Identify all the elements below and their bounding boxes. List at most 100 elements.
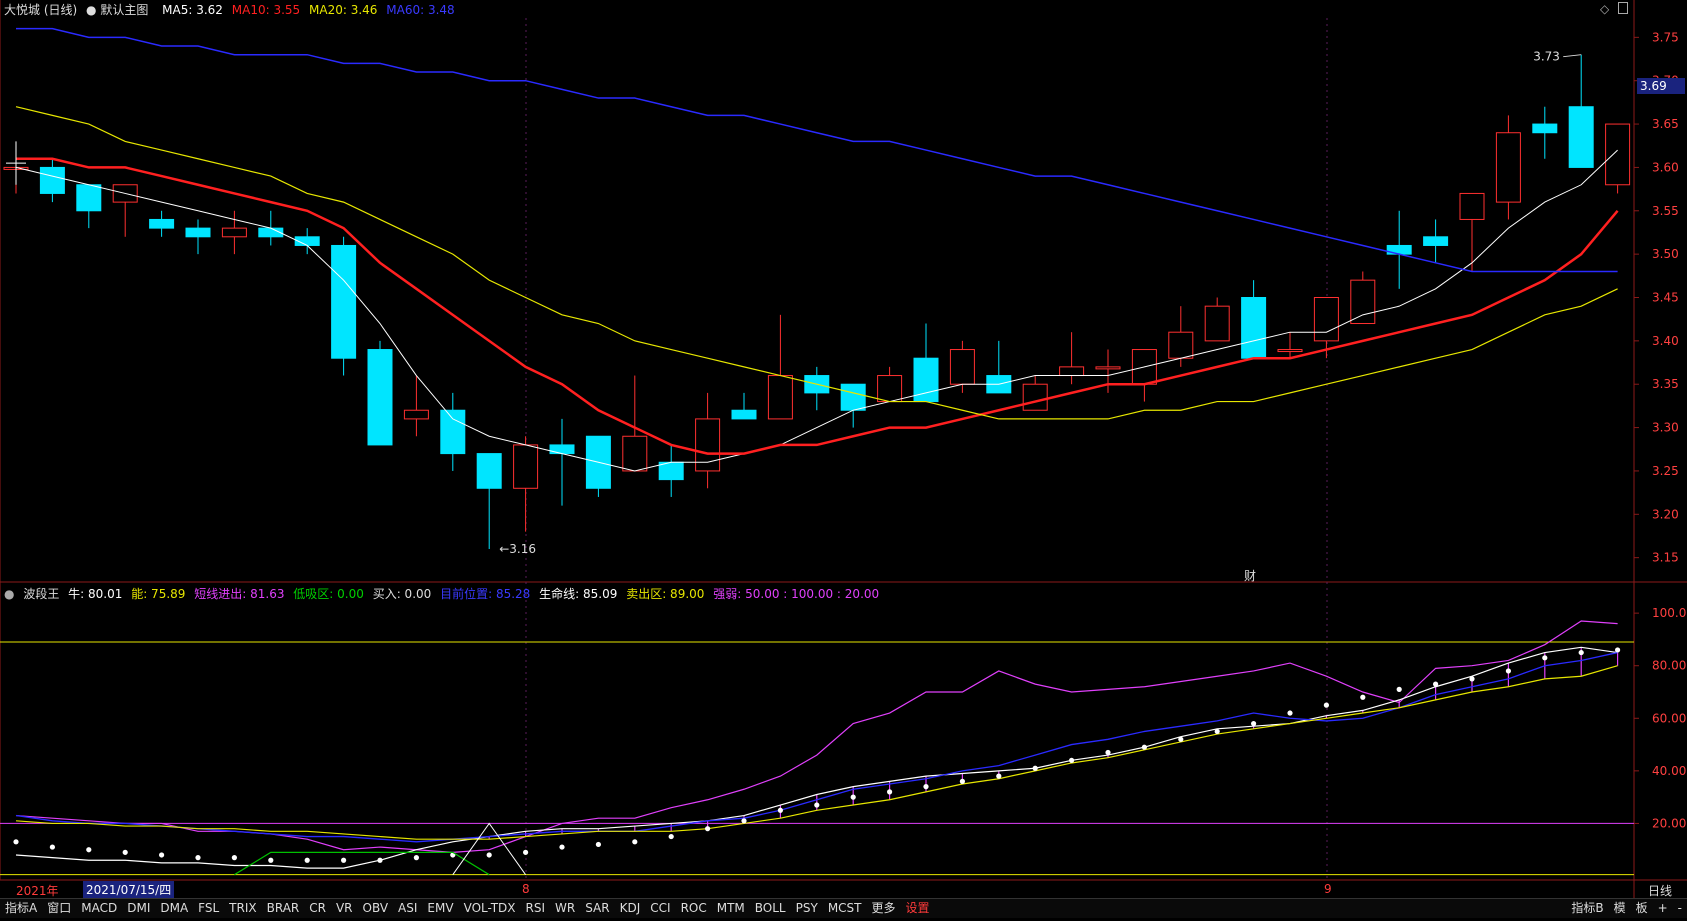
period-label[interactable]: 日线 (1648, 884, 1673, 898)
niu-label: 牛: 80.01 (68, 587, 123, 601)
ma-line-ma20 (15, 106, 1618, 420)
energy-dot-10 (377, 857, 383, 863)
ma60-label: MA60: 3.48 (386, 3, 455, 17)
toolbar-item-6[interactable]: TRIX (229, 901, 257, 915)
price-tick-label-12: 3.15 (1652, 551, 1679, 565)
toolbar-item-15[interactable]: WR (555, 901, 576, 915)
short-line-label: 短线进出: 81.63 (194, 587, 285, 601)
energy-dot-27 (996, 773, 1002, 779)
toolbar-item-20[interactable]: MTM (716, 901, 745, 915)
buy-in-label: 买入: 0.00 (372, 587, 432, 601)
toolbar-item-13[interactable]: VOL-TDX (463, 901, 516, 915)
toolbar-item-18[interactable]: CCI (650, 901, 671, 915)
toolbar-right-item-3[interactable]: + (1657, 901, 1668, 915)
price-tick-label-5: 3.50 (1652, 247, 1679, 261)
energy-dot-14 (523, 849, 529, 855)
toolbar-item-12[interactable]: EMV (427, 901, 454, 915)
sub-tick-label-3: 40.00 (1652, 764, 1686, 778)
toolbar-item-9[interactable]: VR (335, 901, 353, 915)
energy-dot-21 (777, 807, 784, 813)
high-annotation: 3.73 (1533, 50, 1560, 64)
toolbar-item-21[interactable]: BOLL (754, 901, 786, 915)
sub-tick-label-2: 60.00 (1652, 711, 1686, 725)
toolbar-item-25[interactable]: 设置 (905, 901, 930, 915)
expand-icon[interactable]: ◇ (1600, 2, 1610, 16)
toolbar-item-24[interactable]: 更多 (871, 901, 896, 915)
toolbar-item-4[interactable]: DMA (160, 901, 189, 915)
energy-dot-34 (1251, 720, 1257, 727)
indicator-toolbar: 指标A 窗口 MACD DMI DMA FSL TRIX BRAR CR VR OBV ASI EMV V… (0, 898, 1687, 918)
energy-dot-42 (1542, 655, 1548, 661)
candle-body-36 (1313, 297, 1339, 342)
toolbar-item-10[interactable]: OBV (362, 901, 389, 915)
indicator-title[interactable]: 波段王 (23, 587, 60, 601)
energy-dot-17 (632, 839, 638, 845)
toolbar-right-item-4[interactable]: - (1677, 901, 1682, 915)
sub-tick-label-1: 80.00 (1652, 659, 1686, 673)
candle-body-4 (149, 218, 175, 229)
energy-dot-9 (341, 857, 347, 863)
toolbar-item-2[interactable]: MACD (81, 901, 118, 915)
candle-body-19 (695, 418, 721, 472)
date-bar: 2021年 2021/07/15/四 8 9 (0, 881, 1634, 898)
toolbar-item-17[interactable]: KDJ (619, 901, 641, 915)
candle-body-18 (658, 461, 684, 481)
toolbar-right-item-2[interactable]: 板 (1635, 901, 1648, 915)
toolbar-right-item-1[interactable]: 模 (1613, 901, 1626, 915)
toolbar-item-23[interactable]: MCST (827, 901, 862, 915)
energy-dot-6 (231, 855, 237, 861)
low-zone-label: 低吸区: 0.00 (293, 587, 364, 601)
candle-body-13 (476, 453, 502, 489)
sub-tick-label-0: 100.0 (1652, 606, 1686, 620)
candle-body-17 (622, 435, 648, 472)
toolbar-item-19[interactable]: ROC (680, 901, 707, 915)
toolbar-item-22[interactable]: PSY (795, 901, 818, 915)
price-tick-label-8: 3.35 (1652, 377, 1679, 391)
candle-body-23 (840, 383, 866, 411)
close-panel-icon[interactable] (1618, 2, 1628, 14)
toolbar-right-item-0[interactable]: 指标B (1571, 901, 1604, 915)
toolbar-item-7[interactable]: BRAR (266, 901, 300, 915)
candle-body-29 (1059, 366, 1085, 377)
energy-dot-0 (13, 839, 19, 845)
energy-dot-37 (1360, 694, 1366, 700)
energy-dot-32 (1178, 736, 1184, 742)
stock-title[interactable]: 大悦城 (日线) (4, 3, 78, 17)
energy-dot-35 (1287, 710, 1293, 716)
sub-legend: ● 波段王 牛: 80.01 能: 75.89 短线进出: 81.63 低吸区:… (4, 585, 884, 601)
candle-body-9 (331, 244, 357, 359)
energy-dot-25 (923, 784, 929, 790)
candle-body-35 (1277, 349, 1303, 353)
low-annotation: ←3.16 (499, 542, 536, 556)
energy-dot-40 (1469, 676, 1475, 682)
energy-dot-8 (304, 857, 310, 863)
niu-series (15, 665, 1618, 840)
main-chart-dropdown[interactable]: ● 默认主图 (86, 3, 149, 17)
toolbar-item-0[interactable]: 指标A (5, 901, 38, 915)
toolbar-item-8[interactable]: CR (309, 901, 326, 915)
ma-line-ma10 (16, 157, 1619, 455)
toolbar-item-14[interactable]: RSI (525, 901, 546, 915)
toolbar-item-1[interactable]: 窗口 (47, 901, 72, 915)
candle-body-1 (39, 166, 65, 194)
finance-marker: 财 (1244, 569, 1256, 583)
ma5-label: MA5: 3.62 (162, 3, 223, 17)
candle-body-39 (1423, 236, 1449, 246)
main-legend: 大悦城 (日线) ● 默认主图 MA5: 3.62 MA10: 3.55 MA2… (4, 1, 460, 17)
energy-dot-7 (268, 857, 274, 863)
energy-dot-24 (887, 789, 893, 795)
toolbar-item-3[interactable]: DMI (127, 901, 151, 915)
indicator-dropdown-icon[interactable]: ● (4, 587, 15, 601)
energy-dot-36 (1323, 702, 1329, 708)
neng-label: 能: 75.89 (131, 587, 186, 601)
toolbar-item-5[interactable]: FSL (198, 901, 220, 915)
price-tick-label-6: 3.45 (1652, 291, 1679, 305)
toolbar-item-16[interactable]: SAR (585, 901, 610, 915)
candle-body-26 (949, 349, 975, 385)
candle-body-10 (367, 349, 393, 446)
energy-dot-5 (195, 855, 201, 861)
toolbar-item-11[interactable]: ASI (398, 901, 418, 915)
energy-dot-43 (1578, 649, 1584, 656)
energy-dot-3 (122, 849, 128, 855)
energy-dot-4 (159, 852, 165, 858)
